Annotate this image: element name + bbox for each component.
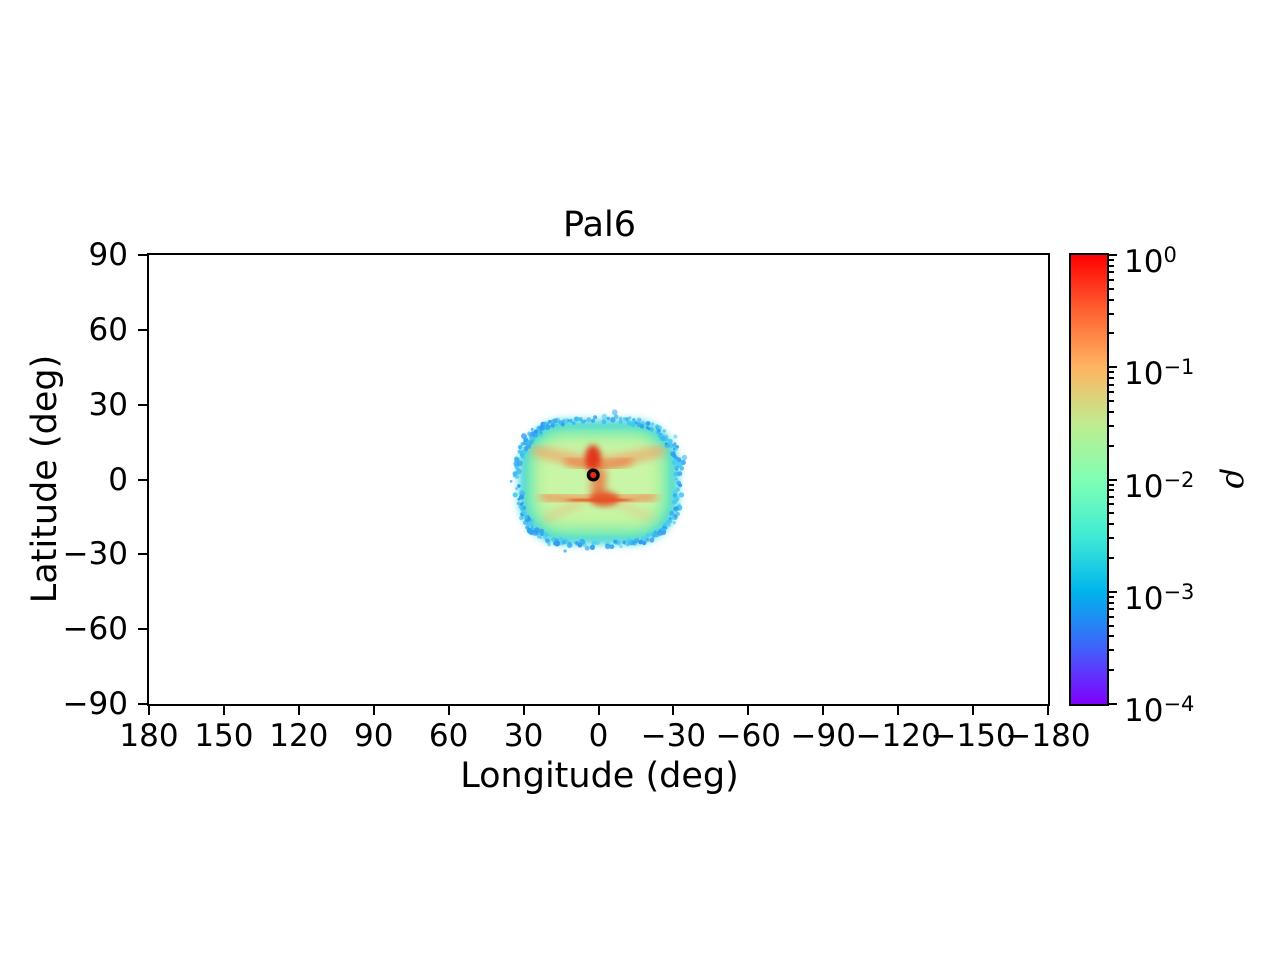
colorbar-minor-tick (1109, 512, 1114, 515)
x-tick-label: 0 (588, 718, 609, 754)
density-map (509, 409, 688, 553)
y-tick-label: −30 (62, 536, 128, 573)
x-tick-label: 180 (119, 718, 179, 754)
colorbar-minor-tick (1109, 556, 1114, 559)
x-tick (1047, 706, 1049, 715)
y-tick-label: 60 (88, 311, 128, 348)
colorbar-minor-tick (1109, 259, 1114, 262)
colorbar-minor-tick (1109, 410, 1114, 413)
x-tick-label: −30 (640, 718, 707, 754)
colorbar-major-tick (1109, 254, 1117, 256)
cluster-marker (586, 468, 600, 482)
y-tick (138, 553, 147, 556)
x-tick-label: −120 (855, 718, 941, 754)
x-tick-label: 90 (354, 718, 394, 754)
colorbar-minor-tick (1109, 649, 1114, 652)
x-tick (672, 706, 675, 715)
x-tick-label: 30 (503, 718, 544, 754)
colorbar-major-tick (1109, 478, 1117, 481)
y-tick (138, 628, 147, 631)
y-tick (138, 254, 147, 256)
colorbar-minor-tick (1109, 503, 1114, 506)
x-tick (972, 706, 975, 715)
colorbar-minor-tick (1109, 608, 1114, 611)
colorbar-minor-tick (1109, 483, 1114, 486)
colorbar-minor-tick (1109, 287, 1114, 290)
colorbar-minor-tick (1109, 383, 1114, 386)
colorbar-minor-tick (1109, 377, 1114, 380)
y-tick-label: 0 (108, 461, 128, 498)
chart-title: Pal6 (563, 205, 636, 245)
x-tick (822, 706, 825, 715)
colorbar-minor-tick (1109, 400, 1114, 403)
y-tick (138, 478, 147, 481)
y-tick (138, 703, 147, 705)
x-tick-label: −90 (790, 718, 856, 754)
colorbar-minor-tick (1109, 537, 1114, 540)
colorbar-tick-label: 100 (1124, 243, 1177, 280)
x-tick-label: −150 (930, 718, 1016, 754)
colorbar-minor-tick (1109, 595, 1114, 598)
x-tick (522, 706, 525, 715)
colorbar-minor-tick (1109, 523, 1114, 526)
colorbar-minor-tick (1109, 444, 1114, 447)
colorbar-minor-tick (1109, 669, 1114, 672)
colorbar-minor-tick (1109, 271, 1114, 274)
x-tick-label: −60 (715, 718, 782, 754)
x-tick-label: 120 (269, 718, 329, 754)
x-tick (897, 706, 900, 715)
y-tick (138, 328, 147, 331)
colorbar-minor-tick (1109, 278, 1114, 281)
x-tick (148, 706, 150, 715)
plot-area (147, 253, 1050, 706)
x-tick (297, 706, 300, 715)
x-tick (747, 706, 750, 715)
colorbar-minor-tick (1109, 615, 1114, 618)
outskirt-dots (509, 409, 688, 553)
colorbar-minor-tick (1109, 635, 1114, 638)
colorbar-minor-tick (1109, 332, 1114, 335)
y-tick-label: 30 (88, 386, 128, 423)
x-tick-label: 150 (194, 718, 254, 754)
colorbar-major-tick (1109, 366, 1117, 369)
colorbar-tick-label: 10−3 (1124, 579, 1195, 617)
colorbar-major-tick (1109, 590, 1117, 593)
y-tick (138, 403, 147, 406)
colorbar-minor-tick (1109, 391, 1114, 394)
colorbar (1069, 253, 1109, 706)
colorbar-tick-label: 10−2 (1124, 467, 1195, 505)
y-tick-label: 90 (88, 237, 128, 273)
y-tick-label: −90 (62, 686, 128, 722)
colorbar-minor-tick (1109, 312, 1114, 315)
colorbar-tick-label: 10−1 (1124, 355, 1195, 393)
x-axis-label: Longitude (deg) (460, 756, 739, 796)
colorbar-minor-tick (1109, 264, 1114, 267)
x-tick-label: 60 (428, 718, 469, 754)
x-tick-label: −180 (1005, 718, 1091, 754)
colorbar-minor-tick (1109, 624, 1114, 627)
colorbar-minor-tick (1109, 371, 1114, 374)
colorbar-label: ρ (1218, 469, 1258, 489)
x-tick (222, 706, 225, 715)
colorbar-minor-tick (1109, 601, 1114, 604)
x-tick (372, 706, 375, 715)
colorbar-minor-tick (1109, 424, 1114, 427)
y-tick-label: −60 (62, 611, 128, 648)
colorbar-minor-tick (1109, 298, 1114, 301)
x-tick (447, 706, 450, 715)
colorbar-minor-tick (1109, 495, 1114, 498)
colorbar-tick-label: 10−4 (1124, 692, 1195, 729)
x-tick (597, 706, 600, 715)
colorbar-gradient (1071, 255, 1107, 704)
colorbar-major-tick (1109, 703, 1117, 705)
colorbar-minor-tick (1109, 489, 1114, 492)
